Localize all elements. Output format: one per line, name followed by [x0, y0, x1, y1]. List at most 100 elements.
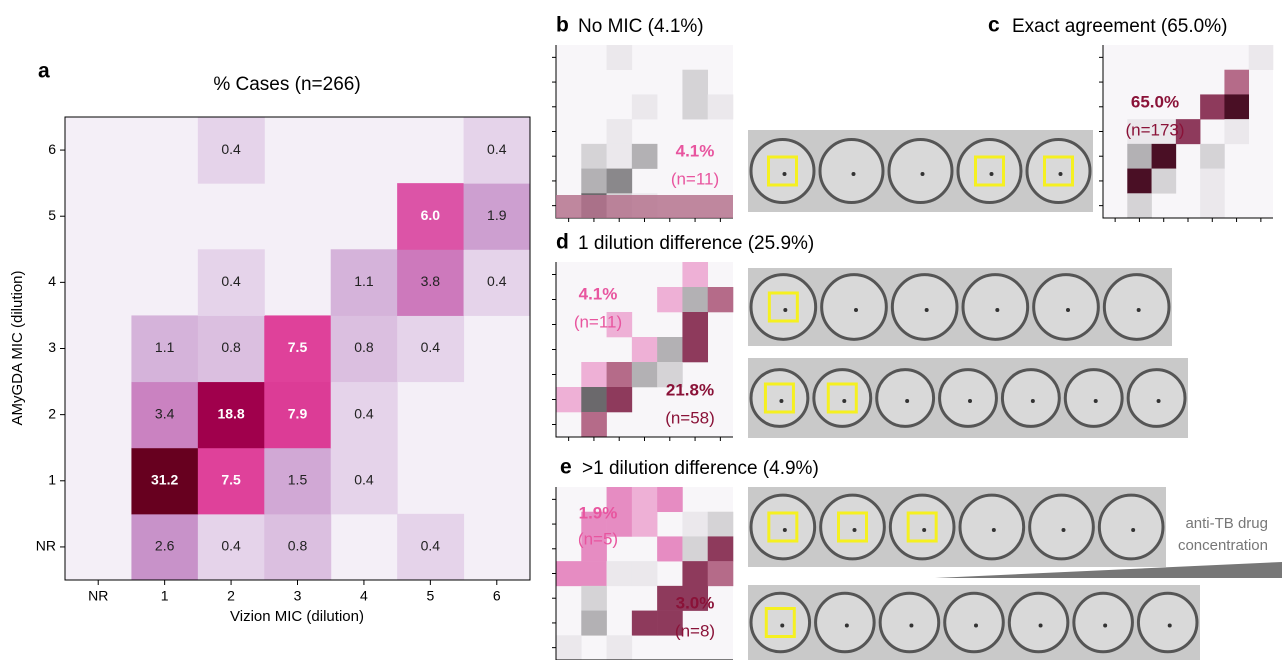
annotation: 4.1%	[579, 284, 618, 303]
panel-letter: a	[38, 60, 50, 83]
mini-cell	[682, 337, 708, 362]
well	[1099, 495, 1163, 559]
well-spot	[995, 308, 999, 312]
well	[822, 275, 887, 340]
mini-cell	[682, 312, 708, 337]
mini-cell	[556, 387, 582, 412]
mini-cell	[581, 144, 607, 169]
mini-cell	[682, 70, 708, 95]
cell-label: 7.9	[288, 405, 308, 421]
mini-cell	[556, 561, 582, 586]
mini-cell	[581, 169, 607, 194]
mini-cell	[632, 512, 658, 537]
mini-cell	[1224, 70, 1249, 95]
cell-label: 0.4	[354, 471, 374, 487]
mini-cell	[682, 536, 708, 561]
well	[960, 495, 1024, 559]
cell-label: 0.8	[288, 538, 308, 554]
cell-label: 0.4	[354, 405, 374, 421]
panel-title: >1 dilution difference (4.9%)	[582, 458, 819, 479]
well-spot	[783, 308, 787, 312]
well	[751, 593, 810, 652]
mini-cell	[607, 144, 633, 169]
x-axis-label: Vizion MIC (dilution)	[230, 608, 364, 625]
well-spot	[974, 624, 978, 628]
cell-label: 6.0	[421, 207, 441, 223]
well	[751, 275, 816, 340]
y-tick-label: 4	[48, 273, 56, 289]
x-tick-label: 1	[161, 588, 169, 604]
y-tick-label: 2	[48, 405, 56, 421]
well	[820, 140, 883, 203]
chart-title: % Cases (n=266)	[213, 74, 360, 95]
well	[889, 140, 952, 203]
cell-label: 1.1	[155, 339, 175, 355]
well-spot	[1062, 528, 1066, 532]
well-spot	[1103, 624, 1107, 628]
mini-cell	[1127, 169, 1152, 194]
mini-cell	[581, 362, 607, 387]
well	[821, 495, 885, 559]
panel-title: Exact agreement (65.0%)	[1012, 16, 1227, 37]
mini-cell	[1152, 169, 1177, 194]
well-spot	[779, 399, 783, 403]
mini-cell	[1152, 144, 1177, 169]
cell-label: 0.4	[221, 538, 241, 554]
mini-cell	[708, 512, 734, 537]
mini-cell	[632, 362, 658, 387]
well	[958, 140, 1021, 203]
mini-cell	[607, 635, 633, 660]
panel-letter: b	[556, 14, 569, 37]
mini-cell	[657, 487, 683, 512]
y-tick-label: 6	[48, 141, 56, 157]
panel-title: 1 dilution difference (25.9%)	[578, 233, 814, 254]
annotation: (n=58)	[665, 408, 715, 427]
well	[877, 370, 934, 427]
mini-cell	[682, 287, 708, 312]
well	[814, 370, 871, 427]
well-spot	[990, 172, 994, 176]
cell-label: 1.9	[487, 207, 507, 223]
annotation: 3.0%	[676, 593, 715, 612]
annotation: (n=5)	[578, 529, 618, 548]
well-spot	[968, 399, 972, 403]
cell-label: 0.4	[487, 141, 507, 157]
mini-cell	[1200, 169, 1225, 194]
well	[1138, 593, 1197, 652]
annotation: 1.9%	[579, 503, 618, 522]
well-spot	[1031, 399, 1035, 403]
panel-title: No MIC (4.1%)	[578, 16, 704, 37]
x-tick-label: 2	[227, 588, 235, 604]
mini-cell	[1127, 193, 1152, 218]
annotation: (n=11)	[671, 169, 719, 188]
well-spot	[1059, 172, 1063, 176]
well	[963, 275, 1028, 340]
well	[1002, 370, 1059, 427]
mini-cell	[708, 536, 734, 561]
well	[1104, 275, 1169, 340]
mini-cell	[607, 387, 633, 412]
cell-label: 1.1	[354, 273, 374, 289]
well-spot	[842, 399, 846, 403]
well	[816, 593, 875, 652]
well-spot	[1094, 399, 1098, 403]
cell-label: 3.8	[421, 273, 441, 289]
mini-cell	[632, 337, 658, 362]
x-tick-label: 3	[294, 588, 302, 604]
mini-cell	[657, 536, 683, 561]
well	[1034, 275, 1099, 340]
cell-label: 18.8	[217, 405, 244, 421]
mini-cell	[632, 94, 658, 119]
well	[890, 495, 954, 559]
well	[1009, 593, 1068, 652]
x-tick-label: 5	[426, 588, 434, 604]
well	[892, 275, 957, 340]
mini-cell	[682, 94, 708, 119]
mini-cell	[607, 362, 633, 387]
well	[940, 370, 997, 427]
mini-cell	[1224, 94, 1249, 119]
well	[751, 140, 814, 203]
cell-label: 0.4	[421, 538, 441, 554]
well-spot	[852, 172, 856, 176]
cell-label: 2.6	[155, 538, 175, 554]
